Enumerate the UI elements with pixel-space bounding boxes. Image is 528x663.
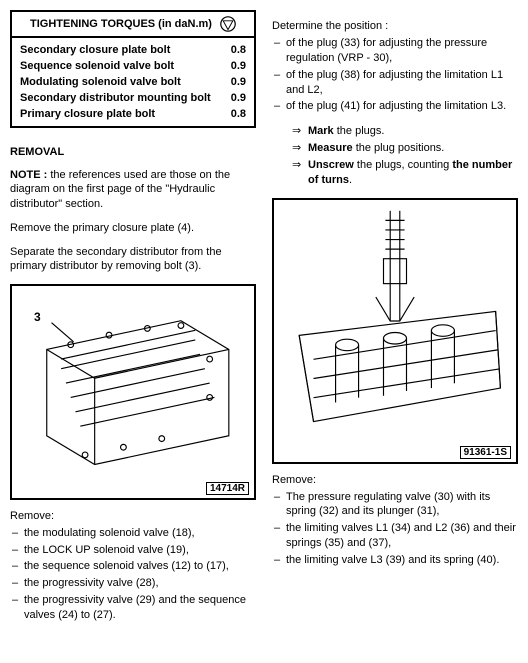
- list-item: Measure the plug positions.: [292, 141, 518, 156]
- remove-heading: Remove:: [10, 510, 256, 522]
- list-item: the limiting valve L3 (39) and its sprin…: [272, 553, 518, 568]
- list-item: the modulating solenoid valve (18),: [10, 526, 256, 541]
- torque-row: Secondary closure plate bolt 0.8: [20, 42, 246, 58]
- torque-value: 0.8: [231, 44, 246, 56]
- torque-title: TIGHTENING TORQUES (in daN.m): [30, 18, 212, 30]
- arrow-bold: Measure: [308, 142, 353, 154]
- left-column: TIGHTENING TORQUES (in daN.m) Secondary …: [10, 10, 256, 633]
- right-column: Determine the position : of the plug (33…: [272, 10, 518, 633]
- torque-rows: Secondary closure plate bolt 0.8 Sequenc…: [12, 38, 254, 126]
- remove-list: The pressure regulating valve (30) with …: [272, 490, 518, 568]
- figure-distributor: 3 14714R: [10, 284, 256, 500]
- figure-callout: 3: [34, 310, 41, 324]
- torque-label: Sequence solenoid valve bolt: [20, 60, 174, 72]
- arrow-text: .: [349, 174, 352, 186]
- distributor-drawing: [18, 292, 248, 474]
- torque-value: 0.9: [231, 92, 246, 104]
- paragraph: Separate the secondary distributor from …: [10, 245, 256, 274]
- torque-label: Secondary distributor mounting bolt: [20, 92, 211, 104]
- torque-label: Primary closure plate bolt: [20, 108, 155, 120]
- list-item: the sequence solenoid valves (12) to (17…: [10, 559, 256, 574]
- caliper-drawing: [280, 206, 510, 436]
- torque-table: TIGHTENING TORQUES (in daN.m) Secondary …: [10, 10, 256, 128]
- list-item: of the plug (33) for adjusting the press…: [272, 36, 518, 66]
- arrow-text: the plug positions.: [353, 142, 445, 154]
- torque-row: Secondary distributor mounting bolt 0.9: [20, 90, 246, 106]
- list-item: the LOCK UP solenoid valve (19),: [10, 543, 256, 558]
- figure-caption: 91361-1S: [460, 446, 511, 459]
- note-label: NOTE :: [10, 169, 50, 181]
- torque-value: 0.9: [231, 60, 246, 72]
- torque-label: Secondary closure plate bolt: [20, 44, 170, 56]
- torque-row: Modulating solenoid valve bolt 0.9: [20, 74, 246, 90]
- torque-label: Modulating solenoid valve bolt: [20, 76, 181, 88]
- remove-list: the modulating solenoid valve (18), the …: [10, 526, 256, 623]
- list-item: The pressure regulating valve (30) with …: [272, 490, 518, 520]
- arrow-text: the plugs.: [334, 125, 385, 137]
- list-item: of the plug (38) for adjusting the limit…: [272, 68, 518, 98]
- torque-value: 0.8: [231, 108, 246, 120]
- arrow-bold: Unscrew: [308, 159, 354, 171]
- determine-heading: Determine the position :: [272, 20, 518, 32]
- removal-heading: REMOVAL: [10, 146, 256, 158]
- remove-heading: Remove:: [272, 474, 518, 486]
- torque-row: Sequence solenoid valve bolt 0.9: [20, 58, 246, 74]
- arrow-list: Mark the plugs. Measure the plug positio…: [292, 124, 518, 187]
- list-item: the progressivity valve (28),: [10, 576, 256, 591]
- determine-list: of the plug (33) for adjusting the press…: [272, 36, 518, 114]
- paragraph: Remove the primary closure plate (4).: [10, 221, 256, 235]
- arrow-bold: Mark: [308, 125, 334, 137]
- list-item: Mark the plugs.: [292, 124, 518, 139]
- torque-icon: [220, 16, 236, 32]
- torque-title-row: TIGHTENING TORQUES (in daN.m): [12, 12, 254, 38]
- list-item: the progressivity valve (29) and the seq…: [10, 593, 256, 623]
- torque-row: Primary closure plate bolt 0.8: [20, 106, 246, 122]
- list-item: Unscrew the plugs, counting the number o…: [292, 158, 518, 188]
- list-item: of the plug (41) for adjusting the limit…: [272, 99, 518, 114]
- torque-value: 0.9: [231, 76, 246, 88]
- arrow-text: the plugs, counting: [354, 159, 452, 171]
- list-item: the limiting valves L1 (34) and L2 (36) …: [272, 521, 518, 551]
- note-paragraph: NOTE : the references used are those on …: [10, 168, 256, 211]
- figure-caliper: 91361-1S: [272, 198, 518, 464]
- figure-caption: 14714R: [206, 482, 249, 495]
